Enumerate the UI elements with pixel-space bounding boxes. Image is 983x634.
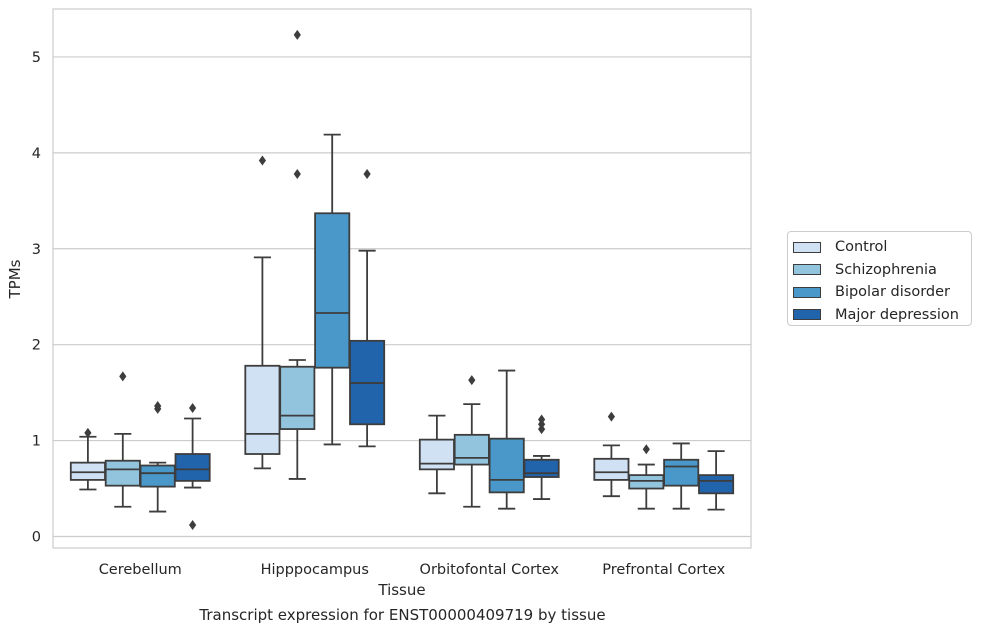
box-plot-box bbox=[139, 401, 176, 513]
box-plot-box bbox=[104, 371, 141, 508]
box-plot-box bbox=[453, 375, 490, 508]
box-iqr bbox=[244, 364, 281, 455]
outlier-point bbox=[607, 411, 615, 422]
box-plot-box bbox=[593, 411, 630, 498]
box-plot-box bbox=[698, 450, 735, 511]
legend-item-control: Control bbox=[793, 236, 971, 259]
box-plot-box bbox=[279, 29, 316, 480]
y-tick-label: 3 bbox=[32, 242, 41, 258]
y-tick-label: 4 bbox=[32, 146, 41, 162]
outlier-point bbox=[538, 414, 546, 425]
box-plot-box bbox=[349, 168, 386, 448]
box-plot-box bbox=[174, 402, 211, 530]
box-iqr bbox=[69, 461, 106, 481]
legend-label: Schizophrenia bbox=[835, 261, 937, 278]
box-plot-box bbox=[628, 444, 665, 510]
legend-label: Bipolar disorder bbox=[835, 284, 950, 301]
box-plot-box bbox=[488, 369, 525, 510]
y-tick-label: 5 bbox=[32, 50, 41, 66]
outlier-point bbox=[293, 29, 301, 40]
box-plot-box bbox=[314, 133, 351, 446]
legend-swatch bbox=[793, 286, 821, 298]
box-iqr bbox=[523, 458, 560, 478]
legend-swatch bbox=[793, 264, 821, 276]
box-iqr bbox=[453, 433, 490, 466]
legend-item-major-depression: Major depression bbox=[793, 304, 971, 327]
outlier-point bbox=[189, 519, 197, 530]
legend-swatch bbox=[793, 241, 821, 253]
y-axis-label: TPMs bbox=[6, 259, 24, 299]
box-iqr bbox=[663, 458, 700, 487]
box-plot-box bbox=[418, 414, 455, 495]
box-plot-box bbox=[523, 414, 560, 500]
box-iqr bbox=[174, 453, 211, 482]
box-iqr bbox=[488, 437, 525, 494]
outlier-point bbox=[468, 375, 476, 386]
figure-caption: Transcript expression for ENST0000040971… bbox=[199, 606, 606, 624]
box-iqr bbox=[628, 474, 665, 490]
x-tick-label: Prefrontal Cortex bbox=[602, 562, 725, 578]
outlier-point bbox=[154, 401, 162, 412]
outlier-point bbox=[189, 402, 197, 413]
y-tick-label: 2 bbox=[32, 338, 41, 354]
plot-frame bbox=[52, 8, 752, 549]
box-plot-marks bbox=[69, 29, 735, 530]
legend-item-bipolar-disorder: Bipolar disorder bbox=[793, 281, 971, 304]
box-plot-box bbox=[244, 155, 281, 470]
box-iqr bbox=[314, 212, 351, 369]
box-iqr bbox=[104, 459, 141, 487]
outlier-point bbox=[119, 371, 127, 382]
box-plot-box bbox=[69, 427, 106, 491]
y-tick-label: 0 bbox=[32, 529, 41, 545]
box-iqr bbox=[139, 464, 176, 488]
x-tick-label: Orbitofontal Cortex bbox=[420, 562, 560, 578]
legend-label: Control bbox=[835, 239, 888, 256]
outlier-point bbox=[642, 444, 650, 455]
y-tick-label: 1 bbox=[32, 434, 41, 450]
box-iqr bbox=[279, 365, 316, 430]
tick-labels: 0 1 2 3 4 5 Cerebellum Hipppocampus Orbitofontal… bbox=[32, 50, 726, 578]
outlier-point bbox=[363, 168, 371, 179]
x-tick-label: Hipppocampus bbox=[261, 562, 369, 578]
legend-label: Major depression bbox=[835, 306, 959, 323]
box-plot-box bbox=[663, 442, 700, 510]
grid-lines bbox=[53, 56, 751, 538]
box-iqr bbox=[698, 474, 735, 495]
x-tick-label: Cerebellum bbox=[99, 562, 182, 578]
legend-swatch bbox=[793, 309, 821, 321]
legend-item-schizophrenia: Schizophrenia bbox=[793, 259, 971, 282]
outlier-point bbox=[258, 155, 266, 166]
outlier-point bbox=[293, 168, 301, 179]
box-iqr bbox=[418, 438, 455, 471]
outlier-point bbox=[84, 427, 92, 438]
box-iqr bbox=[593, 457, 630, 481]
x-axis-label: Tissue bbox=[377, 581, 425, 599]
legend: Control Schizophrenia Bipolar disorder M… bbox=[787, 231, 972, 326]
